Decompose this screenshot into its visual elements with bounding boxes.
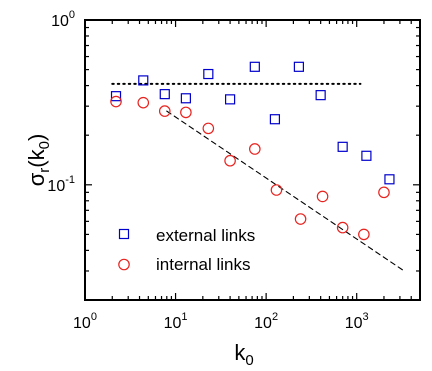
legend-marker-internal-links xyxy=(118,258,130,271)
data-point-external-links xyxy=(361,150,372,161)
data-point-internal-links xyxy=(224,154,236,167)
data-point-internal-links xyxy=(137,96,150,109)
data-point-external-links xyxy=(337,141,348,152)
data-point-external-links xyxy=(269,114,281,125)
data-point-internal-links xyxy=(378,186,390,199)
data-point-external-links xyxy=(138,75,149,86)
legend-marker-external-links xyxy=(118,228,130,240)
data-point-internal-links xyxy=(158,105,171,117)
data-point-external-links xyxy=(203,68,214,80)
data-point-internal-links xyxy=(249,143,261,155)
y-axis-label: σr(k0) xyxy=(24,134,53,187)
data-point-internal-links xyxy=(336,221,349,234)
data-point-internal-links xyxy=(358,228,370,241)
data-point-internal-links xyxy=(270,184,283,196)
data-point-internal-links xyxy=(294,213,307,225)
data-point-external-links xyxy=(110,91,122,102)
data-point-external-links xyxy=(249,61,260,72)
x-tick-label: 102 xyxy=(254,311,278,332)
data-point-internal-links xyxy=(316,190,329,203)
x-axis-label: k0 xyxy=(234,340,253,369)
legend: external links internal links xyxy=(118,226,255,274)
legend-label-external-links: external links xyxy=(156,226,255,245)
data-point-internal-links xyxy=(180,106,192,119)
legend-label-internal-links: internal links xyxy=(156,255,251,274)
data-point-external-links xyxy=(293,61,304,72)
data-point-external-links xyxy=(180,93,191,104)
y-tick-label: 10-1 xyxy=(47,174,75,195)
x-tick-label: 101 xyxy=(164,311,188,332)
x-tick-label: 103 xyxy=(345,311,369,332)
data-point-external-links xyxy=(159,89,170,100)
data-point-external-links xyxy=(315,90,326,101)
data-point-external-links xyxy=(384,174,395,185)
x-tick-label: 100 xyxy=(73,311,97,332)
data-point-internal-links xyxy=(202,122,215,135)
y-tick-label: 100 xyxy=(51,9,75,30)
data-point-external-links xyxy=(224,94,236,105)
dashed-reference-line xyxy=(166,110,403,271)
data-point-internal-links xyxy=(110,95,122,108)
